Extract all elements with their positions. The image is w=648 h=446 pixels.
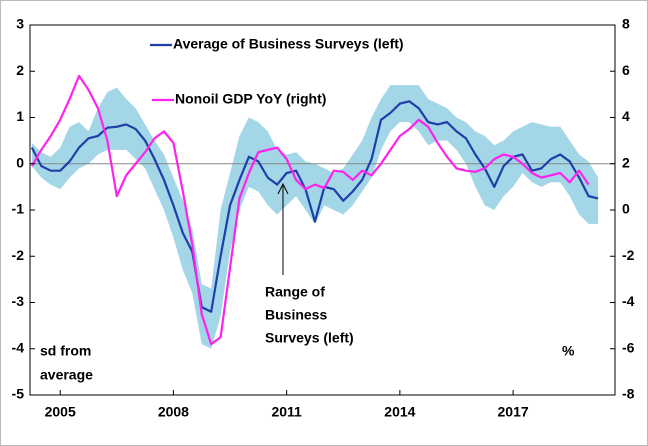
x-tick-label: 2008 xyxy=(158,404,189,420)
x-tick-label: 2005 xyxy=(45,404,76,420)
y-tick-label: -1 xyxy=(12,201,25,217)
legend-label: Nonoil GDP YoY (right) xyxy=(175,91,326,107)
legend-label: Average of Business Surveys (left) xyxy=(173,36,404,52)
y2-tick-label: -8 xyxy=(622,386,635,402)
y-tick-label: -3 xyxy=(12,293,25,309)
annotation: Range of xyxy=(265,284,325,300)
y2-tick-label: 6 xyxy=(622,62,630,78)
annotation-arrowhead xyxy=(277,182,289,195)
y-tick-label: 0 xyxy=(16,154,24,170)
y-tick-label: -5 xyxy=(12,386,25,402)
y2-tick-label: 8 xyxy=(622,16,630,32)
axis-unit: % xyxy=(562,343,575,359)
series-line xyxy=(30,74,590,346)
y2-tick-label: -4 xyxy=(622,293,635,309)
annotation: Business xyxy=(265,307,327,323)
y-tick-label: 3 xyxy=(16,16,24,32)
series-line xyxy=(30,100,599,313)
range-band xyxy=(31,85,599,349)
x-tick-label: 2014 xyxy=(384,404,415,420)
y-tick-label: -4 xyxy=(12,339,25,355)
y2-tick-label: 0 xyxy=(622,201,630,217)
annotation: Surveys (left) xyxy=(265,330,354,346)
y2-tick-label: 2 xyxy=(622,154,630,170)
y2-tick-label: -6 xyxy=(622,339,635,355)
x-tick-label: 2017 xyxy=(498,404,529,420)
y-tick-label: 1 xyxy=(16,108,24,124)
axis-unit: average xyxy=(40,367,93,383)
y-tick-label: -2 xyxy=(12,247,25,263)
plot-area xyxy=(30,74,615,349)
y-tick-label: 2 xyxy=(16,62,24,78)
x-tick-label: 2011 xyxy=(271,404,302,420)
axis-unit: sd from xyxy=(40,343,91,359)
y2-tick-label: -2 xyxy=(622,247,635,263)
y2-tick-label: 4 xyxy=(622,108,630,124)
